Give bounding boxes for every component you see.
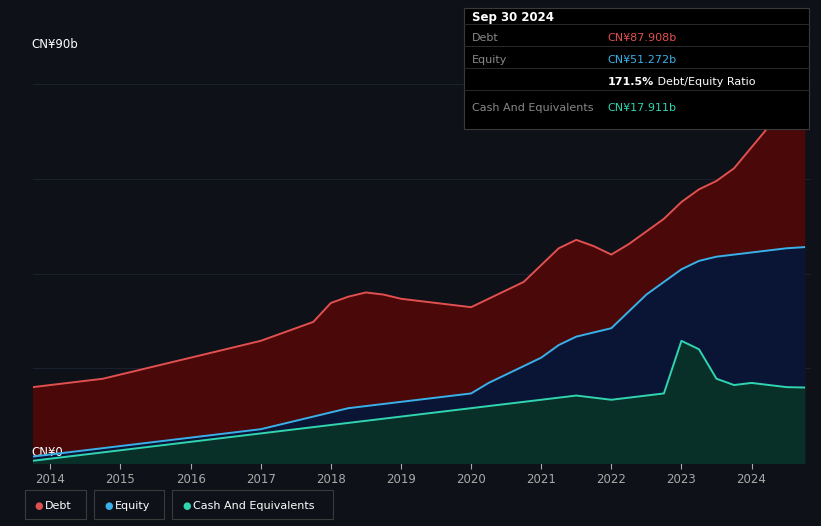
- Text: CN¥90b: CN¥90b: [31, 38, 78, 51]
- Text: ●: ●: [34, 501, 43, 511]
- Text: CN¥0: CN¥0: [31, 446, 63, 459]
- Text: Debt: Debt: [472, 33, 499, 43]
- Text: ●: ●: [182, 501, 190, 511]
- Text: 171.5%: 171.5%: [608, 76, 654, 86]
- Text: Cash And Equivalents: Cash And Equivalents: [193, 501, 314, 511]
- Text: ●: ●: [104, 501, 112, 511]
- Text: Debt/Equity Ratio: Debt/Equity Ratio: [654, 76, 756, 86]
- Text: CN¥51.272b: CN¥51.272b: [608, 55, 677, 65]
- Text: CN¥17.911b: CN¥17.911b: [608, 103, 677, 113]
- Text: Sep 30 2024: Sep 30 2024: [472, 11, 554, 24]
- Text: Cash And Equivalents: Cash And Equivalents: [472, 103, 594, 113]
- Text: CN¥87.908b: CN¥87.908b: [608, 33, 677, 43]
- Text: Equity: Equity: [472, 55, 507, 65]
- Text: Debt: Debt: [45, 501, 72, 511]
- Text: Equity: Equity: [115, 501, 150, 511]
